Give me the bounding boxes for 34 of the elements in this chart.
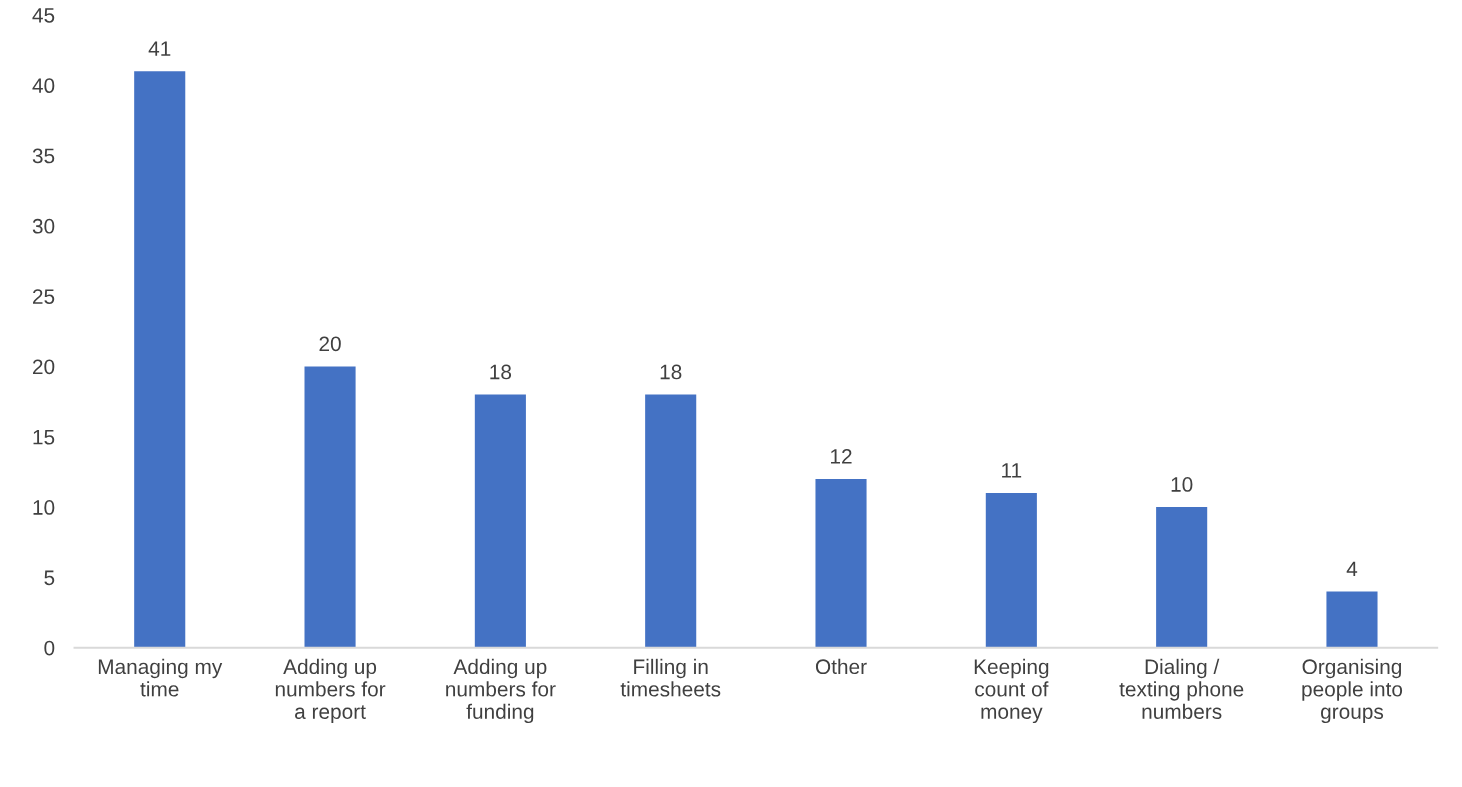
bar	[645, 394, 697, 648]
x-tick-label: Adding up numbers for funding	[446, 658, 556, 724]
bar	[474, 394, 526, 648]
bar	[1326, 591, 1378, 648]
y-tick-label: 20	[33, 359, 55, 375]
data-label: 10	[1171, 477, 1193, 492]
y-tick-label: 30	[32, 218, 55, 234]
x-tick-label: Managing my time	[98, 658, 223, 697]
data-label: 11	[1002, 463, 1022, 478]
x-tick-label: Dialing / texting phone numbers	[1119, 658, 1244, 719]
y-tick-label: 0	[44, 640, 55, 656]
y-tick-label: 15	[33, 430, 55, 445]
data-label: 20	[319, 336, 341, 352]
x-tick-label: Keeping count of money	[974, 658, 1049, 724]
bar	[134, 71, 186, 648]
y-tick-label: 25	[33, 289, 55, 304]
x-tick-label: Filling in timesheets	[620, 658, 721, 697]
y-tick-label: 35	[32, 148, 55, 164]
bar	[1156, 507, 1208, 648]
y-tick-label: 40	[32, 78, 55, 94]
x-tick-label: Organising people into groups	[1302, 658, 1403, 724]
x-tick-label: Other	[815, 658, 867, 675]
data-label: 18	[660, 364, 682, 380]
data-label: 41	[148, 41, 171, 56]
y-tick-label: 10	[33, 500, 55, 515]
data-label: 4	[1346, 561, 1358, 577]
data-label: 18	[490, 364, 512, 380]
bar	[985, 493, 1037, 648]
bar	[815, 478, 867, 648]
y-tick-label: 45	[32, 8, 55, 23]
x-tick-label: Adding up numbers for a report	[275, 658, 386, 724]
data-label: 12	[831, 448, 852, 464]
bar	[304, 366, 356, 648]
y-tick-label: 5	[44, 570, 55, 586]
